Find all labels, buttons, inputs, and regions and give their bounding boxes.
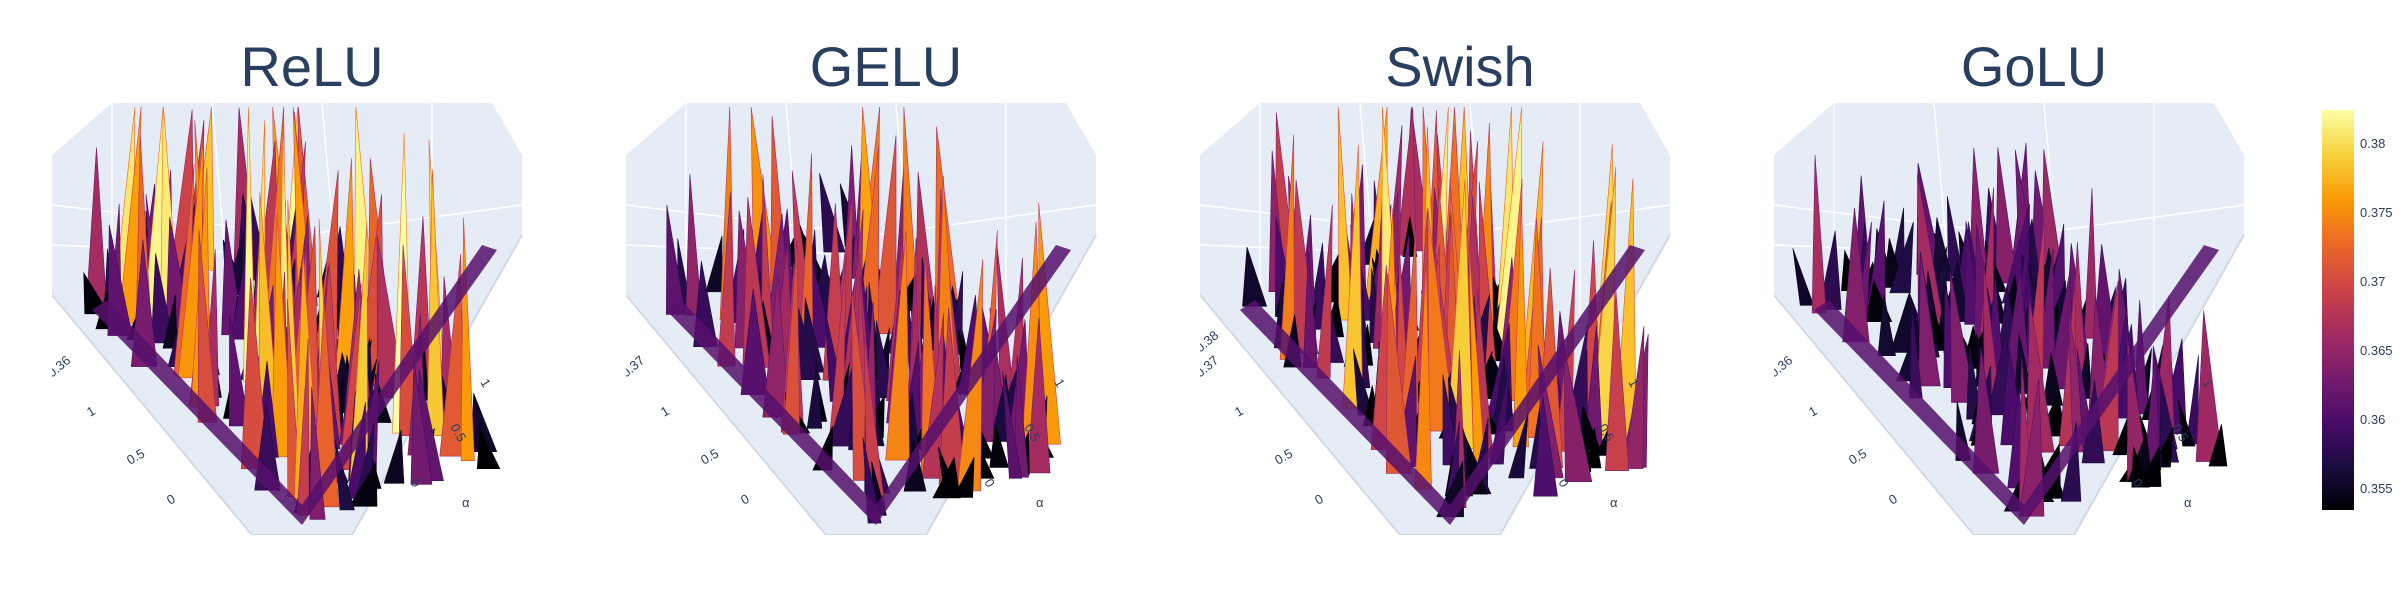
surface-spike xyxy=(1337,106,1354,321)
x-tick-label: 1 xyxy=(1806,403,1820,420)
axis-title: α xyxy=(1610,495,1618,510)
surface-spike xyxy=(1508,412,1529,479)
surface-spike xyxy=(162,294,178,349)
x-tick-label: 0 xyxy=(1886,491,1900,508)
surface-spike xyxy=(1586,427,1602,469)
y-tick-label: 0 xyxy=(407,476,424,490)
surface-base xyxy=(666,245,1071,525)
surface-spike xyxy=(1385,273,1413,474)
surface-spike xyxy=(876,320,895,399)
surface-spike xyxy=(885,230,910,461)
surface-base xyxy=(92,245,497,525)
surface-base xyxy=(1240,245,1645,525)
surface-spike xyxy=(872,135,897,335)
colorbar-tick-label: 0.355 xyxy=(2360,481,2393,497)
x-tick-label: 0.5 xyxy=(124,446,147,468)
x-tick-label: 0 xyxy=(738,491,752,508)
colorbar-tick-label: 0.38 xyxy=(2360,136,2386,152)
surface-spike xyxy=(410,361,433,485)
surface-spike xyxy=(1792,248,1815,306)
chart-panel: GoLU 0 0.5 1 0.36 0 0.5 1 α xyxy=(1774,0,2294,560)
axis-title: α xyxy=(462,495,470,510)
z-tick-label: 0.36 xyxy=(1774,353,1795,381)
surface-spike xyxy=(2083,188,2098,339)
surface-spike xyxy=(151,253,175,344)
surface-spike xyxy=(2208,424,2228,467)
surface-spike xyxy=(476,427,501,469)
x-tick-label: 1 xyxy=(658,403,672,420)
axis-title: α xyxy=(2184,495,2192,510)
chart-panel: GELU 0 0.5 1 0.37 0 0.5 1 α xyxy=(626,0,1146,560)
surface-spike xyxy=(1026,317,1051,474)
chart-panel: Swish 0 0.5 1 0.37 0.38 0 0.5 1 α xyxy=(1200,0,1720,560)
grid-line xyxy=(301,204,523,236)
surface-spike xyxy=(229,315,250,427)
z-tick-label: 0.36 xyxy=(52,353,73,381)
x-tick-label: 0 xyxy=(164,491,178,508)
surface-base xyxy=(1814,245,2219,525)
grid-line xyxy=(2023,204,2245,236)
surface-spike xyxy=(705,235,723,293)
surface-spike xyxy=(2178,399,2196,447)
surface-spike xyxy=(1877,294,1896,357)
x-tick-label: 1 xyxy=(1232,403,1246,420)
surface-spike xyxy=(348,460,378,507)
surface-spike xyxy=(1918,254,1941,387)
surface-spike xyxy=(2131,446,2150,488)
colorbar-tick-label: 0.375 xyxy=(2360,205,2393,221)
surface-spike xyxy=(2018,378,2045,517)
surface-spike xyxy=(2195,310,2223,462)
colorbar-tick-label: 0.37 xyxy=(2360,274,2386,290)
chart-title: GELU xyxy=(809,35,963,98)
surface-spike xyxy=(989,424,1009,468)
surface-spike xyxy=(932,456,961,499)
axis-title: α xyxy=(1036,495,1044,510)
x-tick-label: 0 xyxy=(1312,491,1326,508)
x-tick-label: 0.5 xyxy=(698,446,721,468)
colorbar-tick-label: 0.36 xyxy=(2360,412,2386,428)
y-tick-label: 1 xyxy=(477,376,494,390)
surface-spike xyxy=(1533,395,1558,497)
surface-spike xyxy=(1563,346,1593,483)
surface-spike xyxy=(1605,291,1630,471)
chart-panel: ReLU 0 0.5 1 0.36 0 0.5 1 α xyxy=(52,0,572,560)
surface-spike xyxy=(1949,271,1976,403)
colorbar xyxy=(2322,110,2354,510)
z-tick-label: 0.38 xyxy=(1200,328,1221,356)
x-tick-label: 1 xyxy=(84,403,98,420)
surface-spike xyxy=(334,440,355,511)
z-tick-label: 0.37 xyxy=(626,353,647,381)
surface-spike xyxy=(1995,147,2018,284)
surface-spike xyxy=(426,169,445,436)
z-tick-label: 0.37 xyxy=(1200,353,1221,381)
surface-spike xyxy=(806,361,823,429)
x-tick-label: 0.5 xyxy=(1272,446,1295,468)
surface-spike xyxy=(1002,370,1023,479)
colorbar-tick-label: 0.365 xyxy=(2360,343,2393,359)
surface-spike xyxy=(1402,216,1418,257)
surface-spike xyxy=(1889,221,1914,294)
chart-title: ReLU xyxy=(240,35,384,98)
surface-spike xyxy=(383,429,405,484)
chart-title: GoLU xyxy=(1960,35,2108,98)
surface-spike xyxy=(1624,325,1645,469)
x-tick-label: 0.5 xyxy=(1846,446,1869,468)
chart-title: Swish xyxy=(1385,35,1535,98)
